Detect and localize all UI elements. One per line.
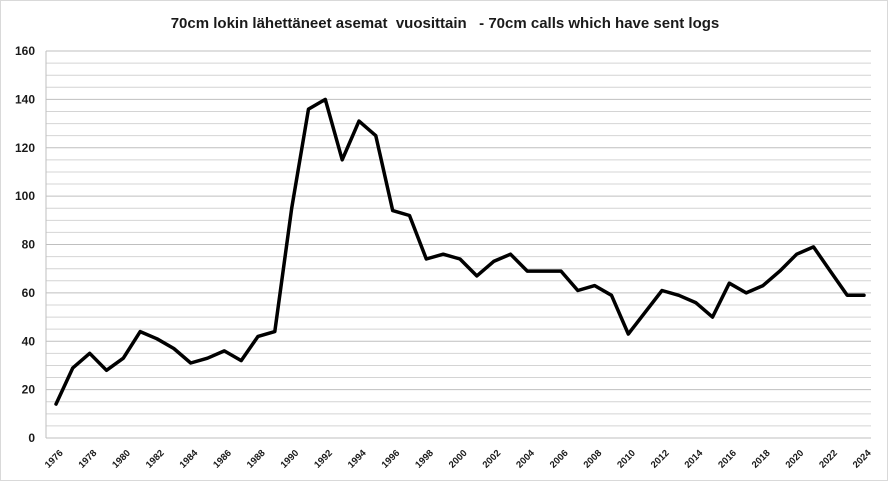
x-tick-label: 2018 [750,448,773,471]
x-tick-label: 1976 [43,448,66,471]
x-tick-label: 1980 [110,448,133,471]
x-tick-label: 1998 [413,448,436,471]
y-tick-label: 140 [15,92,35,106]
series-line [56,99,864,404]
x-tick-label: 1988 [245,448,268,471]
x-tick-label: 1992 [312,448,335,471]
y-tick-label: 80 [22,238,36,252]
x-tick-label: 1978 [77,448,100,471]
x-tick-label: 1984 [178,447,201,470]
x-tick-label: 2004 [514,447,537,470]
x-tick-label: 2008 [582,448,605,471]
y-tick-label: 20 [22,383,36,397]
x-tick-label: 1986 [211,448,234,471]
x-tick-label: 2010 [615,448,638,471]
x-tick-label: 1990 [279,448,302,471]
x-tick-label: 2022 [817,448,840,471]
y-tick-label: 0 [28,431,35,445]
x-tick-label: 2002 [481,448,504,471]
x-tick-label: 1994 [346,447,369,470]
y-tick-label: 60 [22,286,36,300]
x-tick-labels: 1976 1978 1980 1982 1984 1986 1988 1990 1992 1994… [43,447,874,470]
x-tick-label: 2020 [784,448,807,471]
y-tick-label: 40 [22,334,36,348]
x-tick-label: 2000 [447,448,470,471]
x-tick-label: 1996 [380,448,403,471]
x-tick-label: 2014 [683,447,706,470]
x-tick-label: 2012 [649,448,672,471]
series-layer [56,99,864,404]
y-tick-label: 160 [15,44,35,58]
y-tick-label: 100 [15,189,35,203]
x-tick-label: 2016 [716,448,739,471]
gridlines [46,51,871,438]
x-tick-label: 2024 [851,447,874,470]
x-tick-label: 1982 [144,448,167,471]
x-tick-label: 2006 [548,448,571,471]
y-tick-label: 120 [15,141,35,155]
y-tick-labels: 0 20 40 60 80 100 120 140 160 [15,44,35,445]
